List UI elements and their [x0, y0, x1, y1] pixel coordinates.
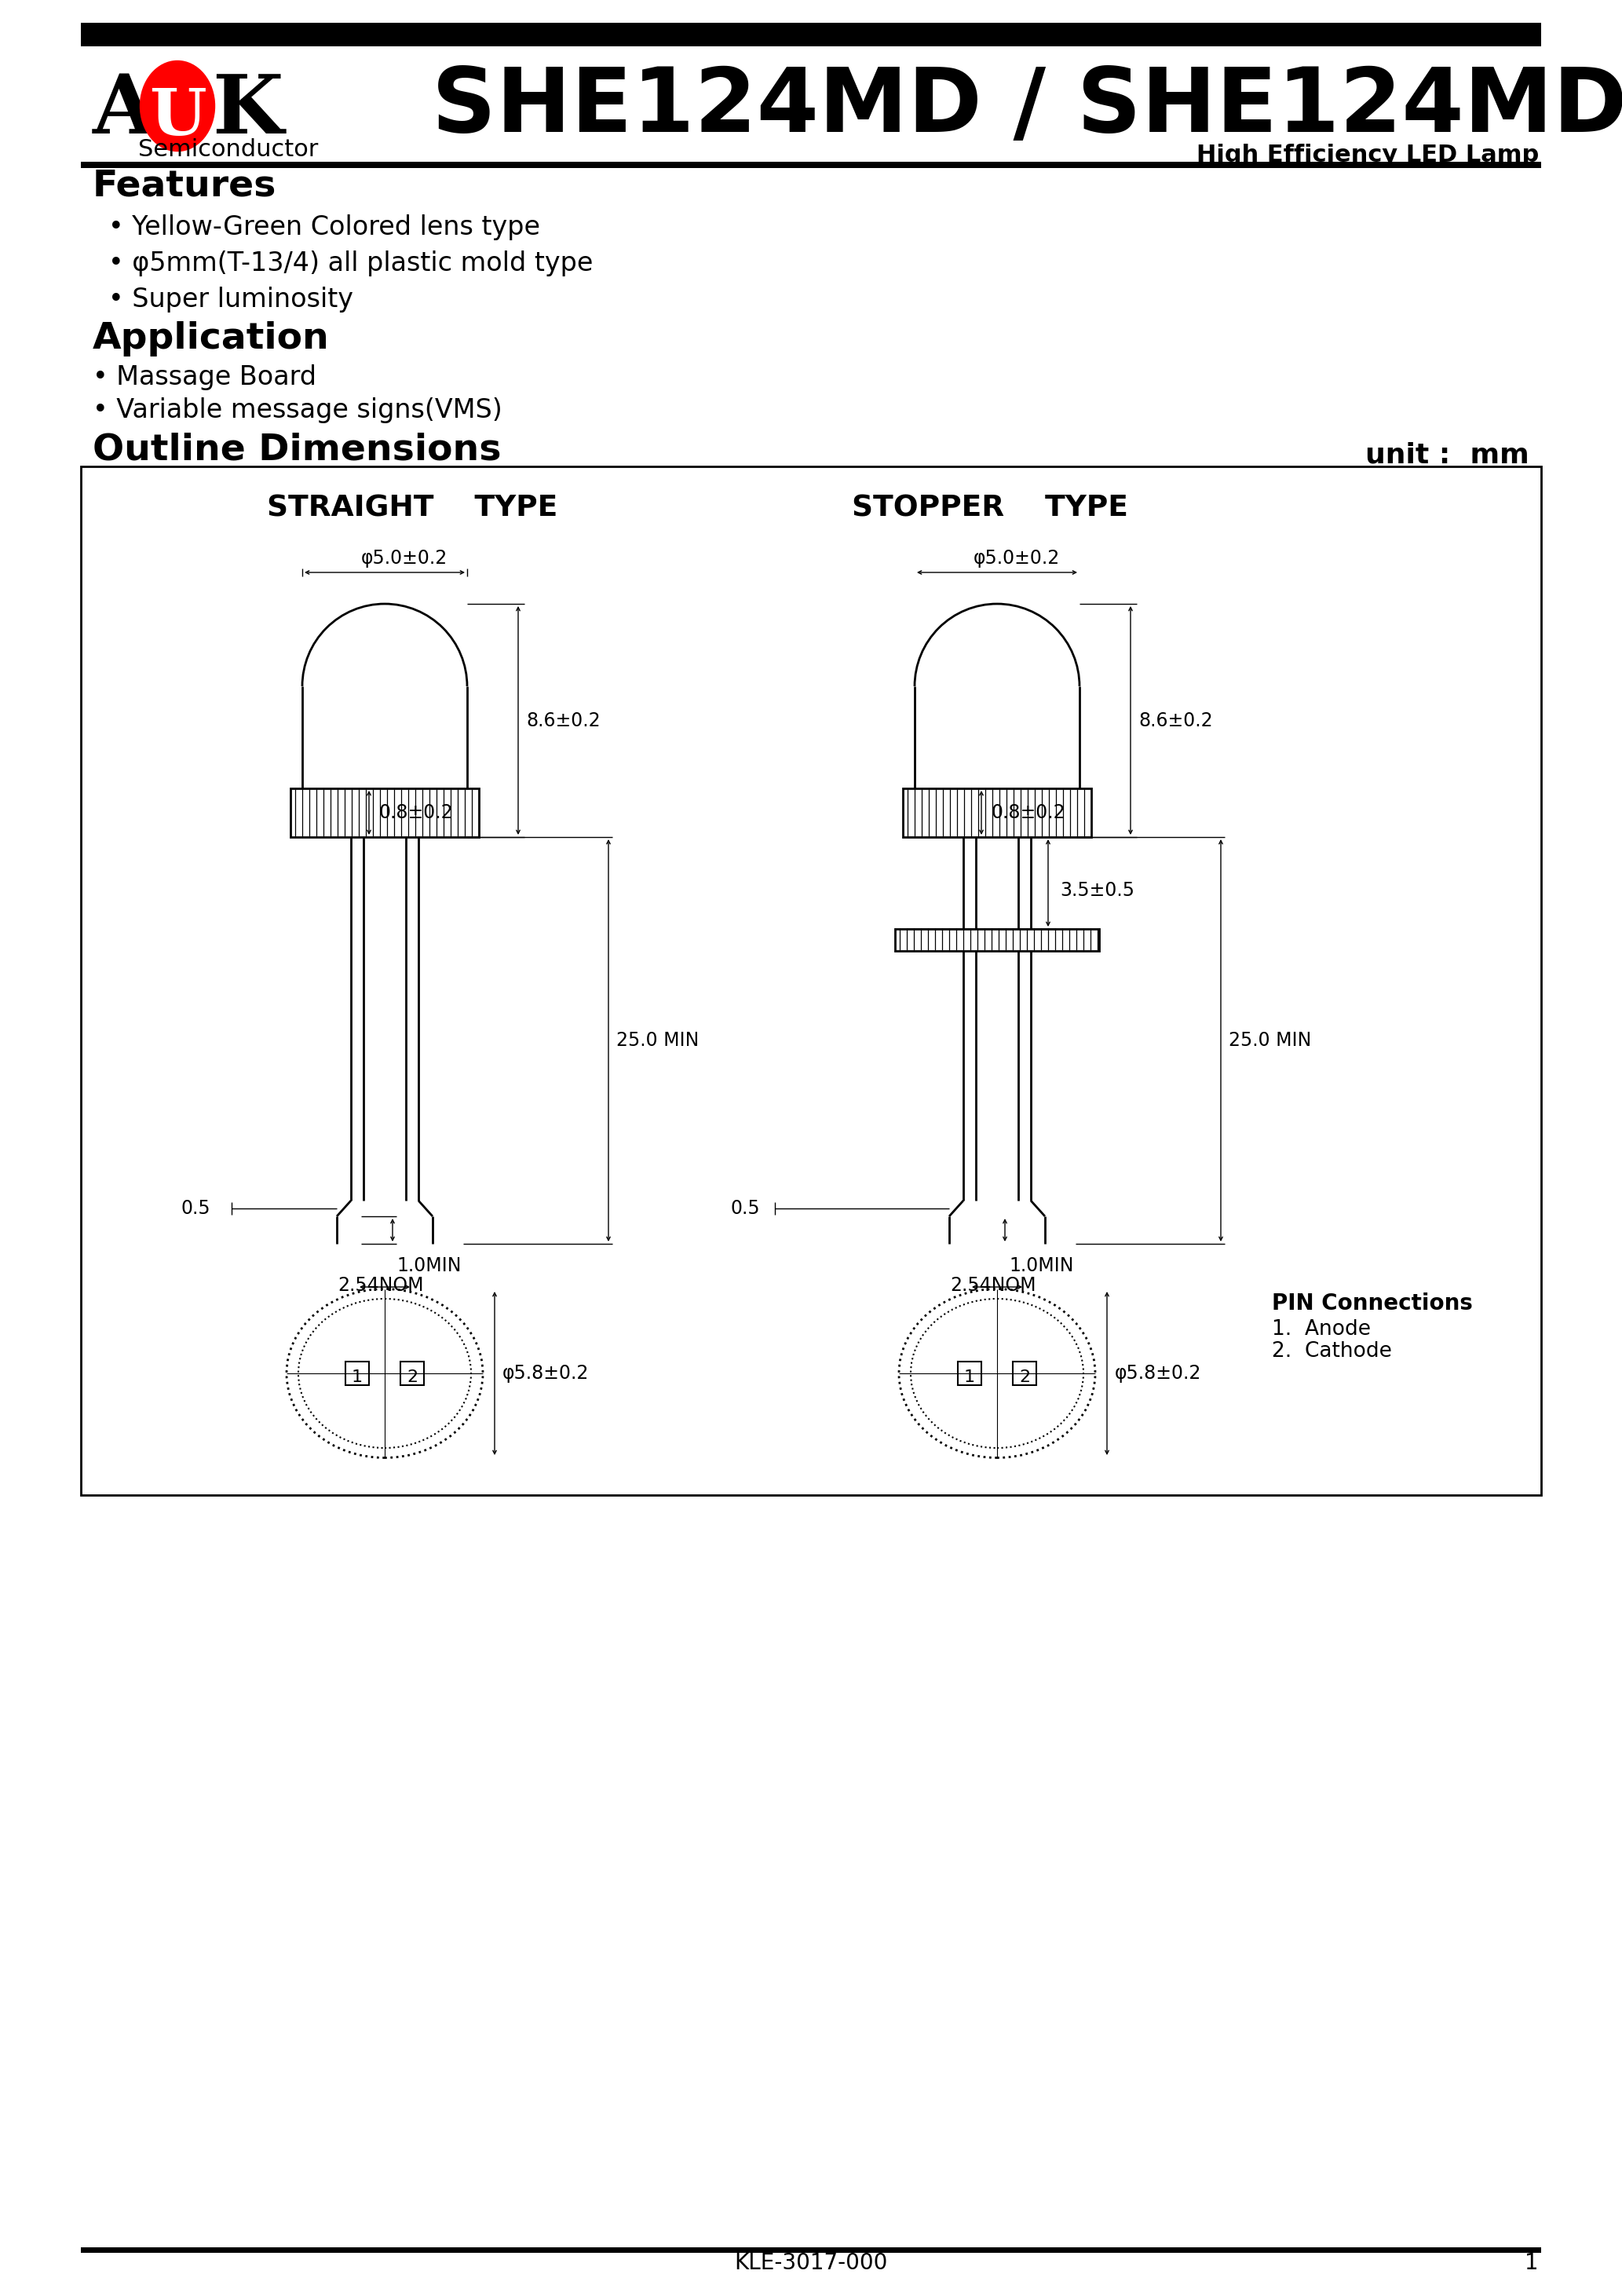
Bar [81, 161, 1541, 168]
Text: PIN Connections: PIN Connections [1272, 1293, 1473, 1316]
Text: 0.5: 0.5 [180, 1199, 211, 1217]
Text: 1: 1 [1525, 2252, 1539, 2273]
Bar [895, 930, 1100, 951]
Text: φ5.8±0.2: φ5.8±0.2 [1114, 1364, 1202, 1382]
Text: U: U [149, 85, 206, 149]
Bar [1012, 1362, 1036, 1384]
Text: 25.0 MIN: 25.0 MIN [616, 1031, 699, 1049]
Text: • Variable message signs(VMS): • Variable message signs(VMS) [92, 397, 503, 422]
Text: A: A [92, 71, 156, 152]
Text: 1: 1 [963, 1368, 975, 1384]
Text: φ5.0±0.2: φ5.0±0.2 [362, 549, 448, 567]
Text: φ5.8±0.2: φ5.8±0.2 [503, 1364, 589, 1382]
Text: 1.  Anode: 1. Anode [1272, 1320, 1371, 1339]
Bar [81, 23, 1541, 46]
Text: 0.8±0.2: 0.8±0.2 [991, 804, 1066, 822]
Text: 8.6±0.2: 8.6±0.2 [526, 712, 600, 730]
Bar [345, 1362, 368, 1384]
Text: 1: 1 [352, 1368, 363, 1384]
Text: 2: 2 [1019, 1368, 1030, 1384]
Text: 1.0MIN: 1.0MIN [1009, 1256, 1074, 1274]
Text: KLE-3017-000: KLE-3017-000 [735, 2252, 887, 2273]
Text: 2.  Cathode: 2. Cathode [1272, 1341, 1392, 1362]
Text: STRAIGHT    TYPE: STRAIGHT TYPE [268, 494, 558, 523]
Text: High Efficiency LED Lamp: High Efficiency LED Lamp [1197, 145, 1539, 168]
Text: • Massage Board: • Massage Board [92, 365, 316, 390]
Text: Features: Features [92, 168, 277, 204]
Bar [903, 788, 1092, 838]
Text: 0.8±0.2: 0.8±0.2 [378, 804, 453, 822]
Ellipse shape [139, 62, 214, 152]
Bar [81, 2248, 1541, 2252]
Text: 1.0MIN: 1.0MIN [396, 1256, 461, 1274]
Bar [81, 466, 1541, 1495]
Text: Application: Application [92, 321, 329, 356]
Bar [959, 1362, 981, 1384]
Text: K: K [212, 71, 282, 152]
Text: unit :  mm: unit : mm [1366, 441, 1530, 468]
Text: Outline Dimensions: Outline Dimensions [92, 432, 501, 468]
Text: 8.6±0.2: 8.6±0.2 [1139, 712, 1213, 730]
Text: STOPPER    TYPE: STOPPER TYPE [852, 494, 1127, 523]
Text: 2.54NOM: 2.54NOM [950, 1277, 1036, 1295]
Text: • Super luminosity: • Super luminosity [109, 287, 354, 312]
Text: 2: 2 [407, 1368, 418, 1384]
Text: 2.54NOM: 2.54NOM [337, 1277, 423, 1295]
Text: 0.5: 0.5 [730, 1199, 759, 1217]
Text: • Yellow-Green Colored lens type: • Yellow-Green Colored lens type [109, 214, 540, 241]
Text: • φ5mm(T-13/4) all plastic mold type: • φ5mm(T-13/4) all plastic mold type [109, 250, 594, 276]
Bar [290, 788, 478, 838]
Text: 25.0 MIN: 25.0 MIN [1229, 1031, 1312, 1049]
Text: Semiconductor: Semiconductor [138, 138, 318, 161]
Text: φ5.0±0.2: φ5.0±0.2 [973, 549, 1061, 567]
Text: SHE124MD / SHE124MD-(B): SHE124MD / SHE124MD-(B) [431, 64, 1622, 152]
Bar [401, 1362, 423, 1384]
Text: 3.5±0.5: 3.5±0.5 [1059, 882, 1134, 900]
